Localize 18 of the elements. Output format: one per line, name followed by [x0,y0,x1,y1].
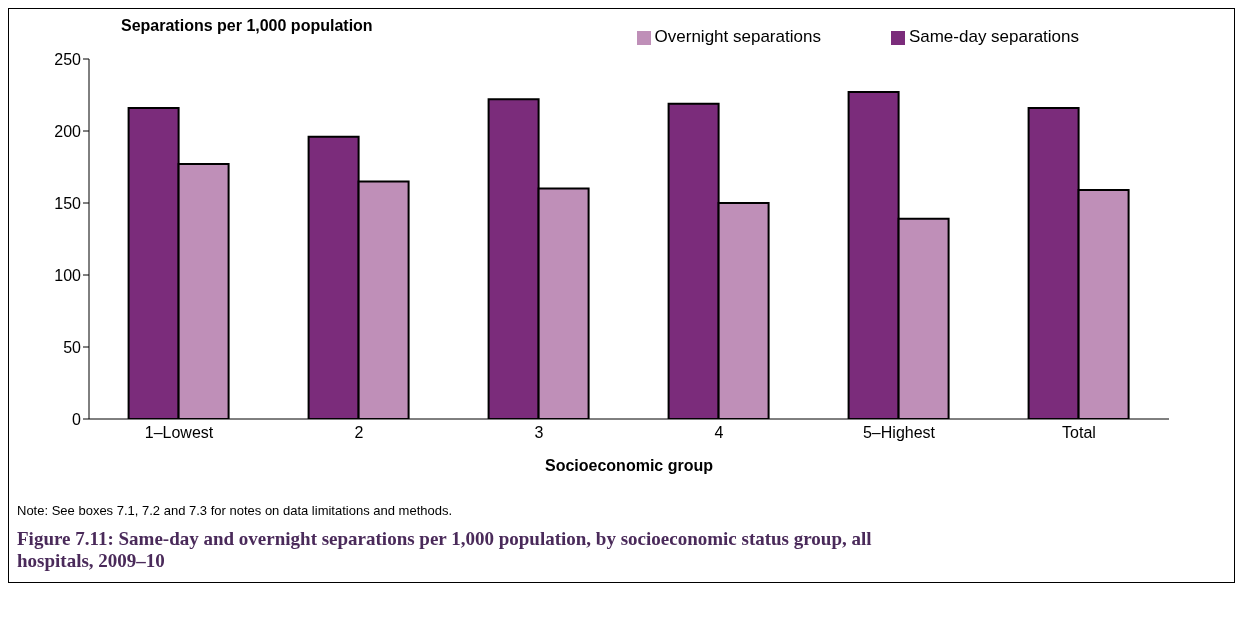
y-axis-title: Separations per 1,000 population [121,17,373,35]
legend-label: Overnight separations [654,27,821,46]
y-tick-label: 200 [54,122,82,140]
x-tick-label: 4 [714,424,724,442]
x-tick-label: 2 [354,424,364,442]
y-tick-label: 250 [54,50,82,68]
x-tick-label: 5–Highest [862,424,936,442]
text: Figure 7.11: Same-day and overnight separations per 1,000 population, by socioeconomic status group, all hospitals, 2009–10 [17,528,873,572]
x-axis-title: Socioeconomic group [544,457,714,474]
y-tick-label: 0 [72,410,82,428]
text: Note: See boxes 7.1, 7.2 and 7.3 for notes on data limitations and methods. [17,503,454,518]
legend-label: Same-day separations [908,27,1079,46]
x-tick-label: Total [1062,424,1096,442]
x-tick-label: 3 [534,424,544,442]
y-tick-label: 100 [54,266,82,284]
x-tick-label: 1–Lowest [144,424,214,442]
y-tick-label: 50 [63,338,82,356]
y-tick-label: 150 [54,194,82,212]
